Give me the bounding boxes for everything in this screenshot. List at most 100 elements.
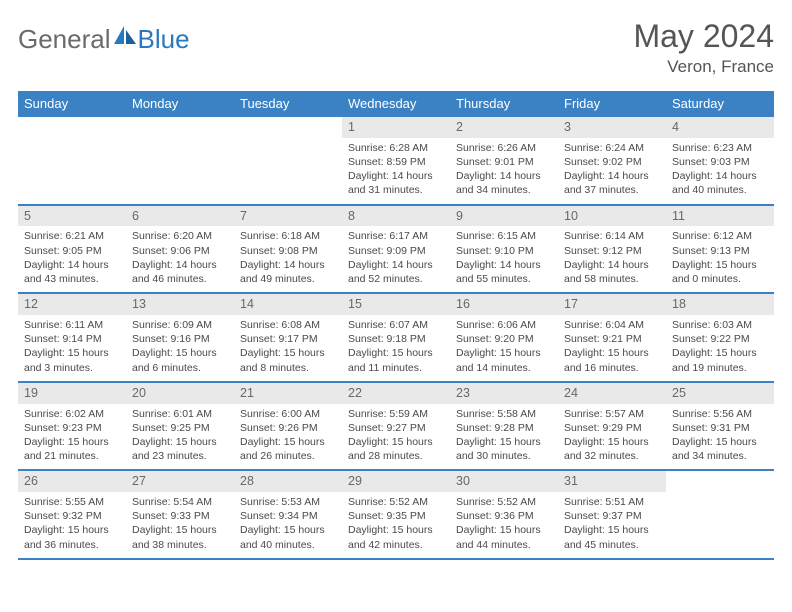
sunset-line: Sunset: 9:22 PM <box>672 332 768 346</box>
week-row: 5Sunrise: 6:21 AMSunset: 9:05 PMDaylight… <box>18 206 774 295</box>
sunrise-line: Sunrise: 6:20 AM <box>132 229 228 243</box>
weekday-sunday: Sunday <box>18 91 126 117</box>
day-number: 4 <box>666 117 774 138</box>
month-title: May 2024 <box>633 18 774 55</box>
sunset-line: Sunset: 9:10 PM <box>456 244 552 258</box>
daylight-line: Daylight: 14 hours and 49 minutes. <box>240 258 336 286</box>
week-row: 26Sunrise: 5:55 AMSunset: 9:32 PMDayligh… <box>18 471 774 560</box>
daylight-line: Daylight: 14 hours and 34 minutes. <box>456 169 552 197</box>
sunrise-line: Sunrise: 5:56 AM <box>672 407 768 421</box>
day-cell: 3Sunrise: 6:24 AMSunset: 9:02 PMDaylight… <box>558 117 666 204</box>
day-number: 18 <box>666 294 774 315</box>
sunset-line: Sunset: 9:37 PM <box>564 509 660 523</box>
daylight-line: Daylight: 15 hours and 34 minutes. <box>672 435 768 463</box>
sunrise-line: Sunrise: 6:03 AM <box>672 318 768 332</box>
daylight-line: Daylight: 15 hours and 21 minutes. <box>24 435 120 463</box>
sunset-line: Sunset: 9:36 PM <box>456 509 552 523</box>
day-number: 17 <box>558 294 666 315</box>
sunrise-line: Sunrise: 6:15 AM <box>456 229 552 243</box>
sunrise-line: Sunrise: 5:54 AM <box>132 495 228 509</box>
sunset-line: Sunset: 9:32 PM <box>24 509 120 523</box>
sunset-line: Sunset: 9:09 PM <box>348 244 444 258</box>
day-cell: 21Sunrise: 6:00 AMSunset: 9:26 PMDayligh… <box>234 383 342 470</box>
sunrise-line: Sunrise: 6:09 AM <box>132 318 228 332</box>
sunrise-line: Sunrise: 6:11 AM <box>24 318 120 332</box>
daylight-line: Daylight: 15 hours and 44 minutes. <box>456 523 552 551</box>
weeks-container: 1Sunrise: 6:28 AMSunset: 8:59 PMDaylight… <box>18 117 774 560</box>
weekday-friday: Friday <box>558 91 666 117</box>
weekday-thursday: Thursday <box>450 91 558 117</box>
sunset-line: Sunset: 8:59 PM <box>348 155 444 169</box>
sunrise-line: Sunrise: 5:57 AM <box>564 407 660 421</box>
sunrise-line: Sunrise: 6:01 AM <box>132 407 228 421</box>
sunset-line: Sunset: 9:06 PM <box>132 244 228 258</box>
sunset-line: Sunset: 9:21 PM <box>564 332 660 346</box>
sunset-line: Sunset: 9:28 PM <box>456 421 552 435</box>
daylight-line: Daylight: 15 hours and 0 minutes. <box>672 258 768 286</box>
daylight-line: Daylight: 15 hours and 32 minutes. <box>564 435 660 463</box>
daylight-line: Daylight: 14 hours and 52 minutes. <box>348 258 444 286</box>
day-cell: 20 Sunrise: 6:01 AMSunset: 9:25 PMDayligh… <box>126 383 234 470</box>
sunrise-line: Sunrise: 6:17 AM <box>348 229 444 243</box>
sunrise-line: Sunrise: 6:18 AM <box>240 229 336 243</box>
sunset-line: Sunset: 9:20 PM <box>456 332 552 346</box>
day-number: 27 <box>126 471 234 492</box>
sunrise-line: Sunrise: 5:52 AM <box>348 495 444 509</box>
day-cell-empty <box>666 471 774 558</box>
day-cell: 26Sunrise: 5:55 AMSunset: 9:32 PMDayligh… <box>18 471 126 558</box>
day-cell: 19Sunrise: 6:02 AMSunset: 9:23 PMDayligh… <box>18 383 126 470</box>
day-cell: 12 Sunrise: 6:11 AMSunset: 9:14 PMDayligh… <box>18 294 126 381</box>
sunset-line: Sunset: 9:01 PM <box>456 155 552 169</box>
week-row: 1Sunrise: 6:28 AMSunset: 8:59 PMDaylight… <box>18 117 774 206</box>
sunset-line: Sunset: 9:12 PM <box>564 244 660 258</box>
day-number: 25 <box>666 383 774 404</box>
day-cell: 28Sunrise: 5:53 AMSunset: 9:34 PMDayligh… <box>234 471 342 558</box>
sunset-line: Sunset: 9:33 PM <box>132 509 228 523</box>
day-number: 22 <box>342 383 450 404</box>
sunset-line: Sunset: 9:26 PM <box>240 421 336 435</box>
week-row: 19Sunrise: 6:02 AMSunset: 9:23 PMDayligh… <box>18 383 774 472</box>
sunset-line: Sunset: 9:34 PM <box>240 509 336 523</box>
day-cell-empty <box>18 117 126 204</box>
brand-text-blue: Blue <box>138 24 190 55</box>
calendar-grid: SundayMondayTuesdayWednesdayThursdayFrid… <box>18 91 774 560</box>
calendar-page: General Blue May 2024 Veron, France Sund… <box>0 0 792 560</box>
sunrise-line: Sunrise: 6:06 AM <box>456 318 552 332</box>
day-cell: 2Sunrise: 6:26 AMSunset: 9:01 PMDaylight… <box>450 117 558 204</box>
day-cell: 1Sunrise: 6:28 AMSunset: 8:59 PMDaylight… <box>342 117 450 204</box>
sunrise-line: Sunrise: 5:52 AM <box>456 495 552 509</box>
sunset-line: Sunset: 9:14 PM <box>24 332 120 346</box>
day-cell: 29Sunrise: 5:52 AMSunset: 9:35 PMDayligh… <box>342 471 450 558</box>
day-number: 29 <box>342 471 450 492</box>
day-number: 12 <box>18 294 126 315</box>
sunrise-line: Sunrise: 5:51 AM <box>564 495 660 509</box>
day-cell: 6Sunrise: 6:20 AMSunset: 9:06 PMDaylight… <box>126 206 234 293</box>
daylight-line: Daylight: 15 hours and 30 minutes. <box>456 435 552 463</box>
sunset-line: Sunset: 9:25 PM <box>132 421 228 435</box>
daylight-line: Daylight: 15 hours and 3 minutes. <box>24 346 120 374</box>
sunset-line: Sunset: 9:05 PM <box>24 244 120 258</box>
day-cell: 15Sunrise: 6:07 AMSunset: 9:18 PMDayligh… <box>342 294 450 381</box>
sunrise-line: Sunrise: 6:07 AM <box>348 318 444 332</box>
sunrise-line: Sunrise: 6:24 AM <box>564 141 660 155</box>
day-number: 16 <box>450 294 558 315</box>
sunset-line: Sunset: 9:13 PM <box>672 244 768 258</box>
brand-sail-icon <box>114 26 136 44</box>
day-number: 2 <box>450 117 558 138</box>
brand-logo: General Blue <box>18 24 190 55</box>
daylight-line: Daylight: 14 hours and 40 minutes. <box>672 169 768 197</box>
day-number: 21 <box>234 383 342 404</box>
day-number: 5 <box>18 206 126 227</box>
daylight-line: Daylight: 15 hours and 23 minutes. <box>132 435 228 463</box>
header: General Blue May 2024 Veron, France <box>18 18 774 77</box>
day-number: 8 <box>342 206 450 227</box>
title-block: May 2024 Veron, France <box>633 18 774 77</box>
day-cell: 25Sunrise: 5:56 AMSunset: 9:31 PMDayligh… <box>666 383 774 470</box>
sunset-line: Sunset: 9:18 PM <box>348 332 444 346</box>
daylight-line: Daylight: 14 hours and 46 minutes. <box>132 258 228 286</box>
day-number: 7 <box>234 206 342 227</box>
daylight-line: Daylight: 14 hours and 55 minutes. <box>456 258 552 286</box>
brand-text-general: General <box>18 24 111 55</box>
day-number: 20 <box>126 383 234 404</box>
day-cell: 5Sunrise: 6:21 AMSunset: 9:05 PMDaylight… <box>18 206 126 293</box>
